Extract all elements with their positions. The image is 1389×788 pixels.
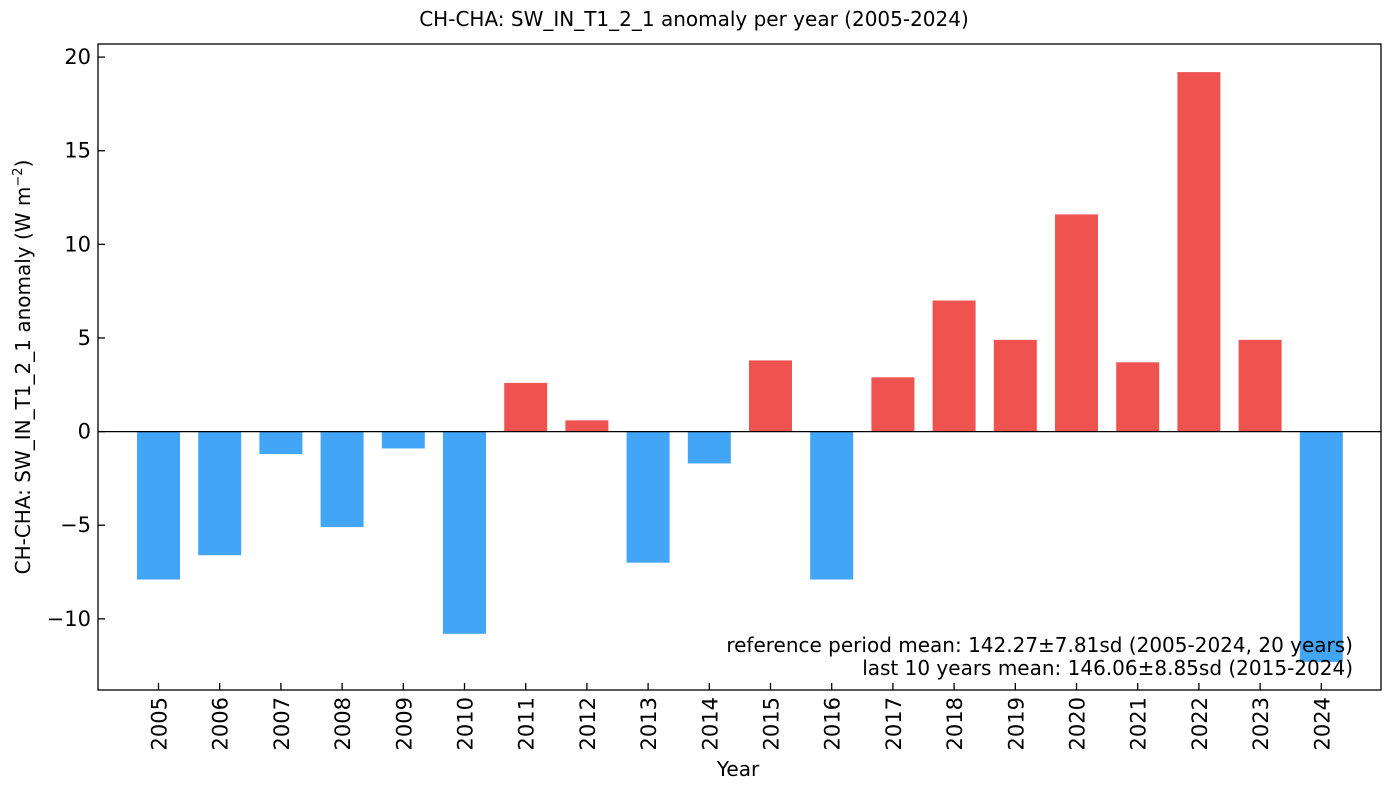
bar-2010 [443,431,486,634]
bar-2023 [1238,339,1282,432]
bar-2014 [687,431,731,464]
x-tick-label: 2007 [270,697,294,750]
x-tick-label: 2012 [576,697,600,750]
x-tick-label: 2020 [1066,697,1090,750]
bar-2018 [932,300,976,432]
x-tick-label: 2021 [1127,697,1151,750]
bar-2017 [871,377,915,432]
x-tick-label: 2019 [1004,697,1028,750]
x-tick-label: 2009 [392,697,416,750]
x-tick-label: 2024 [1310,697,1334,750]
y-tick-label: 5 [78,326,91,350]
x-tick-label: 2014 [698,697,722,750]
bar-2021 [1116,362,1160,432]
bar-2024 [1299,431,1343,662]
bar-2006 [198,431,242,556]
last10-mean-annotation: last 10 years mean: 146.06±8.85sd (2015-… [862,656,1353,680]
bars-group [137,72,1343,662]
x-tick-label: 2016 [821,697,845,750]
x-tick-label: 2005 [148,697,172,750]
x-axis-label: Year [716,757,760,781]
y-tick-label: 10 [64,232,91,256]
x-tick-label: 2011 [515,697,539,750]
bar-2011 [504,382,548,432]
x-tick-label: 2015 [760,697,784,750]
x-tick-label: 2017 [882,697,906,750]
bar-2015 [749,360,792,432]
bar-2022 [1177,72,1221,432]
x-tick-label: 2006 [209,697,233,750]
x-tick-label: 2013 [637,697,661,750]
x-tick-label: 2010 [454,697,478,750]
y-tick-label: 20 [64,45,91,69]
bar-2013 [626,431,670,563]
bar-2020 [1055,214,1098,432]
x-tick-label: 2008 [331,697,355,750]
x-axis: 2005 2006 2007 2008 2009 2010 2011 2012 2013 2014… [148,683,1334,750]
x-tick-label: 2018 [943,697,967,750]
y-tick-label: 0 [78,420,91,444]
chart-title: CH-CHA: SW_IN_T1_2_1 anomaly per year (2… [419,7,969,31]
y-axis: −10 −5 0 5 10 15 20 [47,45,105,631]
bar-2019 [993,339,1037,432]
plot-frame [97,43,1382,691]
y-tick-label: −5 [60,513,91,537]
bar-2009 [381,431,425,449]
bar-2008 [320,431,364,528]
x-tick-label: 2023 [1249,697,1273,750]
x-tick-label: 2022 [1188,697,1212,750]
y-tick-label: 15 [64,139,91,163]
bar-2016 [810,431,854,580]
bar-2012 [565,420,609,432]
reference-mean-annotation: reference period mean: 142.27±7.81sd (20… [726,633,1353,657]
y-axis-label: CH-CHA: SW_IN_T1_2_1 anomaly (W m−2) [11,160,35,575]
bar-2005 [137,431,180,580]
bar-2007 [259,431,303,455]
y-tick-label: −10 [47,607,91,631]
